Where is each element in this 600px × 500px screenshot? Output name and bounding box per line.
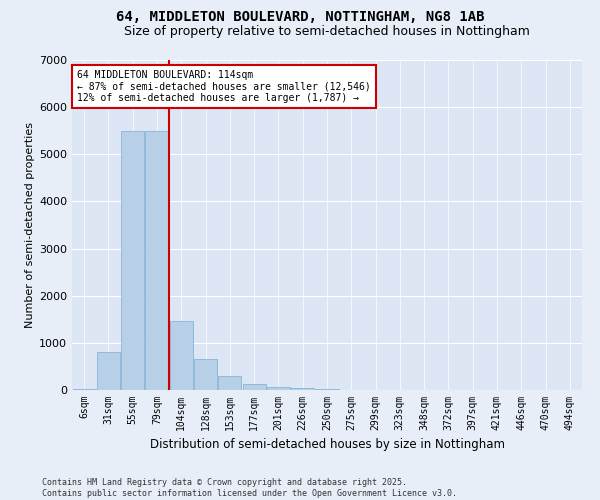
Bar (73, 388, 95, 390)
Bar (145, 130, 169, 390)
Text: 64 MIDDLETON BOULEVARD: 114sqm
← 87% of semi-detached houses are smaller (12,546: 64 MIDDLETON BOULEVARD: 114sqm ← 87% of … (77, 70, 371, 103)
Bar (218, 376, 241, 390)
Bar (267, 386, 290, 390)
Text: Contains HM Land Registry data © Crown copyright and database right 2025.
Contai: Contains HM Land Registry data © Crown c… (42, 478, 457, 498)
Bar (121, 130, 144, 390)
Bar (242, 384, 266, 390)
Text: 64, MIDDLETON BOULEVARD, NOTTINGHAM, NG8 1AB: 64, MIDDLETON BOULEVARD, NOTTINGHAM, NG8… (116, 10, 484, 24)
Bar (316, 388, 338, 390)
Title: Size of property relative to semi-detached houses in Nottingham: Size of property relative to semi-detach… (124, 25, 530, 38)
X-axis label: Distribution of semi-detached houses by size in Nottingham: Distribution of semi-detached houses by … (149, 438, 505, 452)
Bar (194, 360, 217, 390)
Bar (170, 320, 193, 390)
Bar (97, 352, 120, 390)
Y-axis label: Number of semi-detached properties: Number of semi-detached properties (25, 122, 35, 328)
Bar (291, 388, 314, 390)
